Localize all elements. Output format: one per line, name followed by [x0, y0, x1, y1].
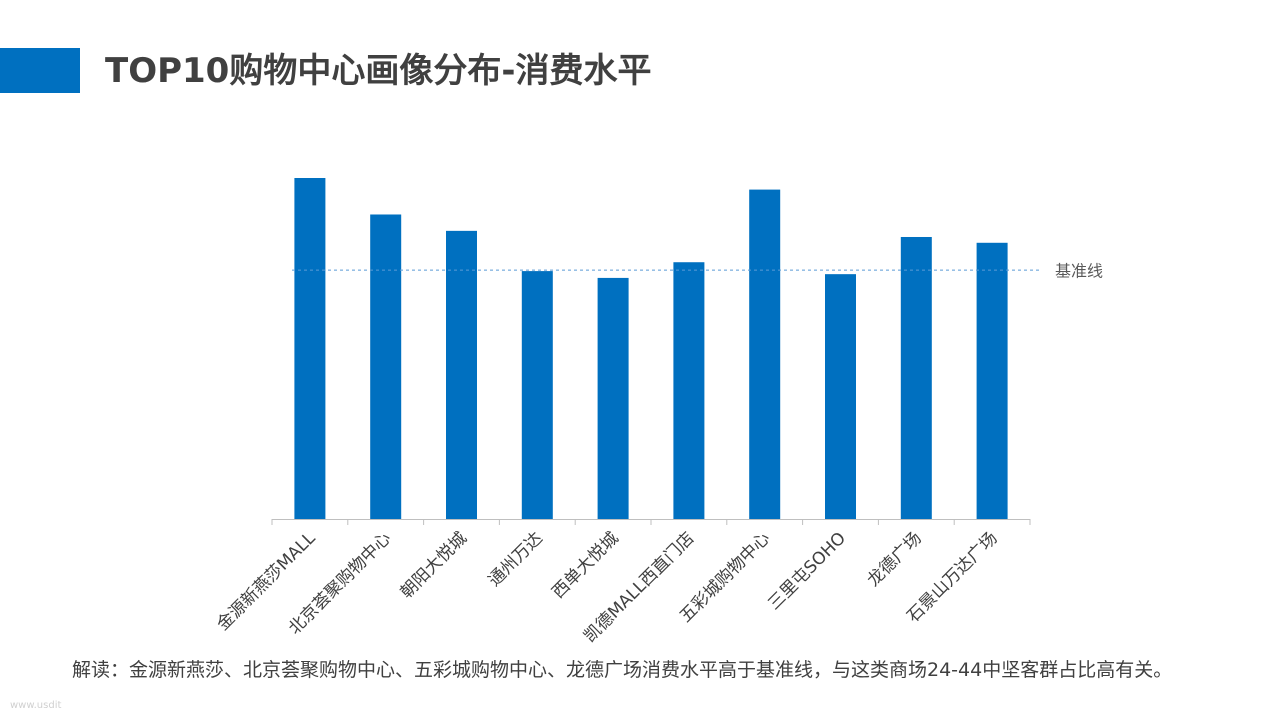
- title-accent-bar: [0, 48, 80, 93]
- bar: [446, 230, 477, 520]
- x-tick-label: 西单大悦城: [548, 528, 622, 602]
- bar: [900, 236, 932, 520]
- bar: [749, 189, 781, 519]
- x-tick-label: 龙德广场: [864, 528, 926, 590]
- x-tick-label: 朝阳大悦城: [397, 528, 471, 602]
- bar: [521, 271, 553, 519]
- watermark: www.usdit: [10, 700, 62, 711]
- page-title: TOP10购物中心画像分布-消费水平: [105, 51, 652, 91]
- x-tick-label: 三里屯SOHO: [764, 528, 850, 614]
- bar: [370, 214, 402, 519]
- bar: [294, 178, 326, 519]
- bar: [597, 277, 629, 519]
- bar: [825, 274, 856, 519]
- bar: [673, 262, 705, 519]
- baseline-label: 基准线: [1055, 262, 1103, 281]
- bar: [976, 242, 1008, 520]
- interpretation-note: 解读：金源新燕莎、北京荟聚购物中心、五彩城购物中心、龙德广场消费水平高于基准线，…: [72, 659, 1173, 681]
- x-tick-label: 通州万达: [485, 528, 547, 590]
